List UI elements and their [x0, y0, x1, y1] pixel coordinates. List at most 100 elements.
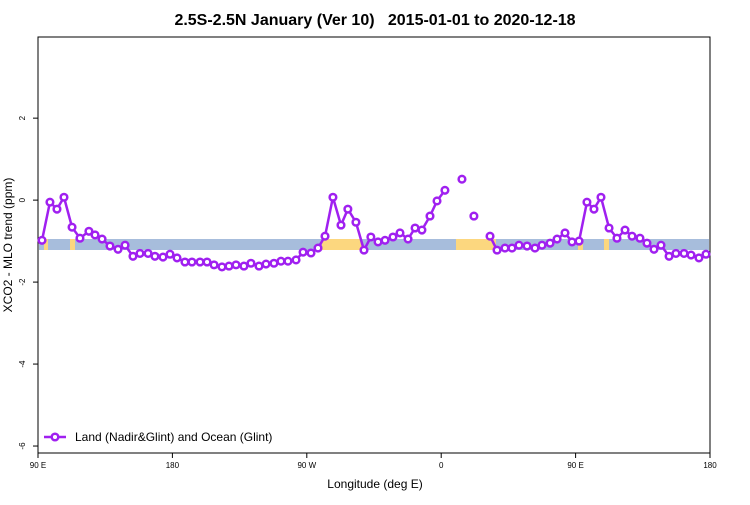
legend: Land (Nadir&Glint) and Ocean (Glint) [44, 430, 272, 444]
data-point [671, 248, 681, 258]
plot-frame [37, 36, 711, 454]
data-point [90, 230, 100, 240]
data-point [120, 240, 130, 250]
data-point [291, 255, 301, 265]
y-tick-label: 0 [18, 197, 27, 202]
data-point [642, 238, 652, 248]
data-point [656, 240, 666, 250]
land-band [44, 239, 48, 250]
data-point [545, 238, 555, 248]
x-tick-label: 180 [703, 461, 717, 470]
data-point [306, 248, 316, 258]
data-point [604, 223, 614, 233]
data-point [254, 261, 264, 271]
data-point [635, 233, 645, 243]
data-point [75, 233, 85, 243]
data-point [359, 245, 369, 255]
data-point [627, 231, 637, 241]
data-point [261, 259, 271, 269]
data-point [343, 204, 353, 214]
data-point [560, 228, 570, 238]
data-point [530, 243, 540, 253]
data-point [366, 232, 376, 242]
y-axis-label: XCO2 - MLO trend (ppm) [1, 178, 15, 313]
data-point [59, 192, 69, 202]
data-point [269, 258, 279, 268]
data-point [492, 245, 502, 255]
chart-title: 2.5S-2.5N January (Ver 10) 2015-01-01 to… [174, 12, 575, 29]
x-tick-label: 90 E [30, 461, 46, 470]
data-point [567, 237, 577, 247]
data-point [105, 241, 115, 251]
data-point [388, 232, 398, 242]
land-band [456, 239, 496, 250]
data-point [417, 225, 427, 235]
data-point [694, 253, 704, 263]
data-point [158, 252, 168, 262]
data-point [180, 257, 190, 267]
data-point [67, 222, 77, 232]
data-point [574, 236, 584, 246]
data-point [410, 223, 420, 233]
x-tick-label: 180 [166, 461, 180, 470]
data-point [276, 256, 286, 266]
data-point [195, 257, 205, 267]
x-axis-label: Longitude (deg E) [327, 477, 422, 491]
data-point [320, 231, 330, 241]
data-point [596, 192, 606, 202]
data-point [165, 249, 175, 259]
data-point [298, 247, 308, 257]
data-point [537, 240, 547, 250]
data-point [664, 251, 674, 261]
data-point [128, 251, 138, 261]
data-point [507, 243, 517, 253]
data-point [283, 256, 293, 266]
data-point [395, 228, 405, 238]
data-point [425, 211, 435, 221]
data-point [514, 240, 524, 250]
data-point [373, 237, 383, 247]
data-point [686, 250, 696, 260]
data-point [143, 248, 153, 258]
data-point [328, 192, 338, 202]
data-point [589, 204, 599, 214]
data-point [246, 258, 256, 268]
data-point [701, 249, 711, 259]
data-point [582, 197, 592, 207]
data-point [351, 217, 361, 227]
data-point [679, 248, 689, 258]
data-point [649, 244, 659, 254]
data-point [209, 260, 219, 270]
data-point [469, 211, 479, 221]
data-point [135, 248, 145, 258]
data-point [380, 235, 390, 245]
data-point [620, 225, 630, 235]
data-point [485, 231, 495, 241]
data-point [552, 234, 562, 244]
data-point [457, 174, 467, 184]
land-band [322, 239, 362, 250]
y-tick-label: -2 [18, 278, 27, 286]
data-point [432, 196, 442, 206]
x-tick-label: 0 [439, 461, 444, 470]
y-tick-label: -4 [18, 360, 27, 368]
data-point [113, 244, 123, 254]
data-point [217, 262, 227, 272]
data-point [239, 261, 249, 271]
land-band [70, 239, 75, 250]
data-point [403, 234, 413, 244]
data-point [522, 241, 532, 251]
legend-label: Land (Nadir&Glint) and Ocean (Glint) [75, 430, 272, 444]
data-point [187, 257, 197, 267]
data-point [202, 257, 212, 267]
data-point [52, 204, 62, 214]
y-tick-label: 2 [18, 115, 27, 120]
data-point [84, 226, 94, 236]
x-tick-label: 90 E [567, 461, 583, 470]
data-point [224, 261, 234, 271]
x-tick-label: 90 W [297, 461, 316, 470]
data-point [231, 260, 241, 270]
data-point [172, 253, 182, 263]
land-band [604, 239, 609, 250]
